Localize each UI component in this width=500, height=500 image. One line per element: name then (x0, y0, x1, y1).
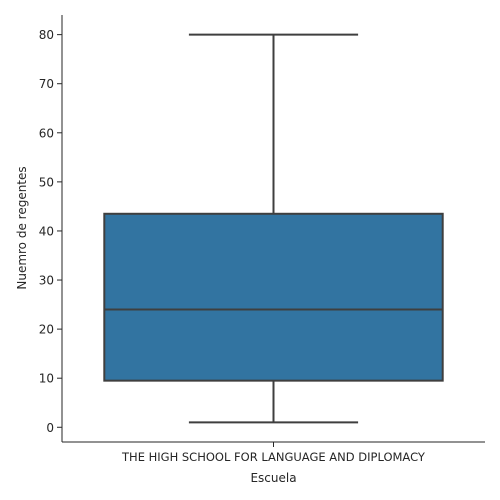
y-tick-label: 60 (39, 126, 54, 140)
y-tick-label: 40 (39, 224, 54, 238)
x-axis-label: Escuela (250, 471, 296, 485)
boxes-layer (103, 33, 444, 424)
y-axis-ticks: 0 10 20 30 40 50 60 70 80 (39, 28, 62, 435)
y-tick-label: 70 (39, 77, 54, 91)
x-tick-label: THE HIGH SCHOOL FOR LANGUAGE AND DIPLOMA… (121, 450, 426, 464)
y-axis-label: Nuemro de regentes (15, 166, 29, 289)
iqr-box (103, 212, 444, 382)
y-tick-label: 10 (39, 372, 54, 386)
y-tick-label: 80 (39, 28, 54, 42)
y-tick-label: 50 (39, 175, 54, 189)
y-tick-label: 0 (46, 421, 54, 435)
y-tick-label: 20 (39, 323, 54, 337)
y-tick-label: 30 (39, 274, 54, 288)
x-axis-ticks: THE HIGH SCHOOL FOR LANGUAGE AND DIPLOMA… (121, 442, 426, 464)
